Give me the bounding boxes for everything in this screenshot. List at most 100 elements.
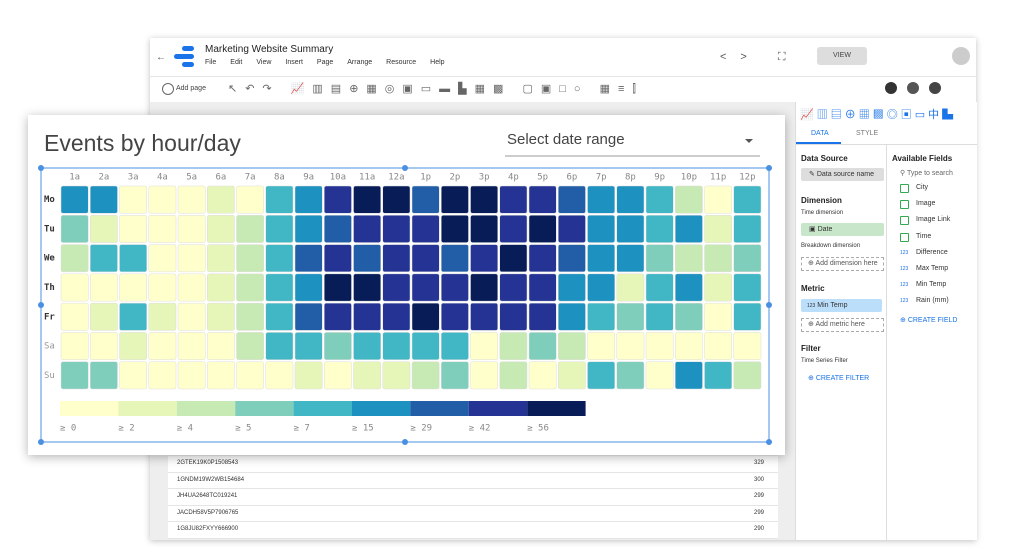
heatmap-cell [733,332,762,360]
column-label: 3a [128,173,139,183]
field-name[interactable]: Image [916,200,936,208]
heatmap-cell [411,302,440,331]
heatmap-cell [499,185,528,214]
legend-swatch [410,401,469,416]
heading: Filter [801,344,821,353]
column-label: 4p [508,173,519,183]
heatmap-cell [119,332,147,360]
heatmap-cell [148,332,177,360]
heatmap-cell [382,332,411,360]
heatmap-cell [587,332,615,360]
legend-swatch [235,401,294,416]
create-filter[interactable]: ⊕ CREATE FILTER [808,375,870,382]
menu-item[interactable]: Help [430,59,445,66]
resize-handle[interactable] [402,165,408,171]
heatmap-cell [382,302,411,331]
field-name[interactable]: Min Temp [916,281,947,289]
legend-swatch [468,401,528,416]
heading: Dimension [801,196,842,205]
heatmap-cell [382,215,411,243]
row-label: Su [44,371,55,381]
create-field[interactable]: ⊕ CREATE FIELD [900,317,958,324]
heatmap-cell [324,273,352,302]
heatmap-cell [733,302,762,331]
search[interactable]: ⚲ Type to search [900,170,953,177]
add-page[interactable]: Add page [176,85,206,92]
field-name[interactable]: Rain (mm) [916,297,949,305]
menu-item[interactable]: Edit [230,59,243,66]
heatmap-cell [353,302,381,331]
column-label: 5a [186,173,197,183]
heatmap-cell [90,215,118,243]
menu-item[interactable]: Insert [285,59,303,66]
heatmap-cell [587,361,615,390]
chart-type-icons: 📈▥▤⊕▦▩◎▣▭中▙ [800,109,957,121]
resize-handle[interactable] [766,439,772,445]
heatmap-cell [470,185,498,214]
add-metric[interactable]: ⊕ Add metric here [801,318,884,332]
heatmap-cell [148,273,177,302]
date-chip[interactable]: ▣ Date [801,223,884,236]
heatmap-cell [499,244,528,273]
field-type: 123 [900,282,909,289]
view-button[interactable]: VIEW [817,47,867,65]
legend-label: ≥ 7 [294,424,310,434]
data-source-chip[interactable]: ✎ Data source name [801,168,884,181]
heatmap-cell [265,302,294,331]
heading: Data Source [801,154,848,163]
row-label: Tu [44,224,55,234]
heatmap-cell [148,185,177,214]
heatmap-cell [177,302,206,331]
heatmap-cell [207,273,235,302]
field-name[interactable]: Time [916,232,932,240]
heatmap-cell [90,302,118,331]
menu-item[interactable]: File [205,59,217,66]
heatmap-cell [411,332,440,360]
heatmap-cell [499,302,528,331]
field-name[interactable]: City [916,184,929,191]
menu-item[interactable]: Resource [386,59,417,66]
data-table: 2GTEK19K0P1508543 329 1GNDM19W2WB154684 300… [168,456,778,539]
add-dimension[interactable]: ⊕ Add dimension here [801,257,884,271]
heatmap-cell [148,244,177,273]
heatmap-cell [587,185,615,214]
table-row: 1GNDM19W2WB154684 300 [168,473,778,489]
date-selector[interactable]: Select date range [507,131,625,148]
field-name[interactable]: Image Link [916,216,951,224]
resize-handle[interactable] [766,165,772,171]
column-label: 9a [303,173,314,183]
menu-item[interactable]: Arrange [347,59,373,66]
resize-handle[interactable] [38,439,44,445]
heatmap-cell [236,244,264,273]
tab-data[interactable]: DATA [811,130,829,137]
menu-item[interactable]: View [256,59,272,66]
row-label: We [44,254,55,264]
menu-item[interactable]: Page [316,59,334,66]
back-arrow[interactable]: ← [156,52,166,63]
heatmap-cell [587,215,615,243]
table-cell: 1GNDM19W2WB154684 [177,476,245,483]
divider [886,145,887,540]
heatmap-cell [265,273,294,302]
heatmap-cell [645,185,674,214]
legend-label: ≥ 29 [410,424,432,434]
resize-handle[interactable] [766,302,772,308]
heatmap-cell [119,185,147,214]
field-name[interactable]: Max Temp [916,265,949,272]
add-page-icon [162,83,174,95]
resize-handle[interactable] [402,439,408,445]
heatmap-cell [236,361,264,390]
metric-chip[interactable]: 123 Min Temp [801,299,882,312]
heatmap-cell [324,215,352,243]
account[interactable] [952,47,970,65]
heatmap-cell [558,273,586,302]
heatmap: Events by hour/day Select date range 1a 2… [38,130,772,445]
heatmap-cell [470,332,498,360]
tab-style[interactable]: STYLE [856,130,879,137]
resize-handle[interactable] [38,302,44,308]
heatmap-cell [177,332,206,360]
field-name[interactable]: Difference [916,248,948,256]
heatmap-cell [294,273,323,302]
resize-handle[interactable] [38,165,44,171]
